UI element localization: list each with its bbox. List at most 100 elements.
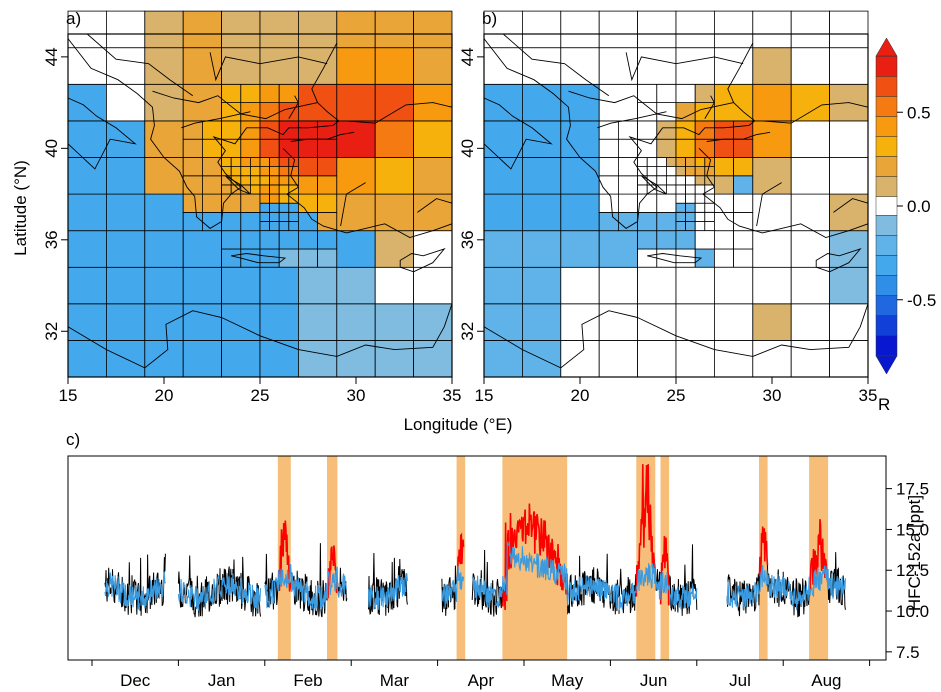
grid-cell [297, 230, 318, 250]
grid-cell [637, 248, 658, 268]
grid-cell [144, 230, 184, 268]
grid-cell [656, 138, 677, 158]
grid-cell [714, 339, 754, 378]
coastline [706, 131, 771, 142]
grid-cell [618, 175, 639, 195]
grid-cell [714, 175, 735, 195]
month-label: Jul [729, 671, 751, 690]
colorbar-tick-label: 0.5 [907, 103, 931, 122]
grid-cell [288, 202, 299, 213]
grid-cell [336, 120, 376, 158]
grid-cell [374, 120, 415, 158]
grid-cell [675, 138, 696, 158]
grid-cell [297, 175, 318, 195]
coastline [704, 95, 715, 119]
grid-cell [618, 193, 639, 213]
colorbar-band [875, 96, 898, 117]
grid-cell [413, 10, 453, 49]
grid-cell [694, 230, 715, 250]
coastline [597, 111, 667, 129]
grid-cell [221, 230, 242, 250]
grid-cell [278, 138, 299, 158]
grid-cell [67, 193, 107, 232]
grid-cell [829, 10, 869, 49]
grid-cell [714, 248, 735, 268]
modelled-line [367, 573, 408, 610]
grid-cell [259, 47, 299, 85]
grid-cell [522, 10, 562, 49]
grid-cell [269, 202, 280, 213]
grid-cell [522, 157, 562, 195]
grid-cell [106, 303, 146, 341]
coastline [346, 102, 453, 124]
grid-cell [560, 83, 600, 122]
grid-cell [317, 175, 338, 195]
x-tick-label: 15 [59, 386, 78, 405]
colorbar-max-arrow [875, 37, 898, 57]
grid-cell [598, 230, 639, 268]
grid-cell [278, 175, 290, 186]
grid-cell [278, 221, 290, 232]
grid-cell [685, 184, 696, 195]
grid-cell [221, 339, 261, 378]
grid-cell [637, 184, 648, 195]
grid-cell [560, 266, 600, 305]
event-line [659, 536, 670, 606]
grid-cell [182, 230, 222, 268]
grid-cell [317, 157, 338, 177]
grid-cell [694, 120, 715, 140]
grid-cell [259, 303, 299, 341]
coastline [181, 111, 251, 129]
colorbar-band [875, 136, 898, 157]
coastline [86, 33, 194, 97]
grid-cell [483, 339, 523, 378]
grid-cell [618, 120, 639, 140]
grid-cell [675, 166, 687, 177]
grid-cell [240, 157, 251, 168]
timeseries-frame [67, 455, 887, 661]
grid-cell [522, 47, 562, 85]
grid-cell [704, 184, 715, 195]
grid-cell [297, 266, 338, 305]
grid-cell [714, 211, 735, 232]
grid-cell [221, 83, 242, 104]
grid-cell [240, 248, 261, 268]
grid-cell [182, 10, 222, 49]
grid-cell [829, 230, 869, 268]
colorbar-band [875, 335, 898, 357]
colorbar-band [875, 196, 898, 216]
modelled-line [506, 541, 620, 609]
coastline [483, 303, 869, 369]
panel-c-label: c) [66, 430, 80, 449]
modelled-line [264, 563, 348, 611]
colorbar-tick-label: 0.0 [907, 197, 931, 216]
grid-cell [829, 157, 869, 195]
month-label: Jan [208, 671, 235, 690]
grid-cell [297, 303, 338, 341]
grid-cell [829, 193, 869, 232]
grid-cell [106, 47, 146, 85]
grid-cell [297, 339, 338, 378]
grid-cell [685, 193, 696, 204]
coastline [194, 42, 340, 229]
month-label: Feb [293, 671, 322, 690]
modelled-line [441, 566, 465, 608]
grid-cell [269, 184, 280, 195]
grid-cell [714, 303, 754, 341]
grid-cell [560, 193, 600, 232]
grid-cell [790, 157, 831, 195]
grid-cell [259, 175, 271, 186]
grid-cell [259, 339, 299, 378]
grid-cell [317, 248, 338, 268]
grid-cell [694, 202, 706, 213]
grid-cell [675, 175, 687, 186]
coastline [502, 33, 610, 97]
grid-cell [685, 211, 696, 222]
month-label: May [551, 671, 584, 690]
grid-cell [67, 83, 107, 122]
coastline [833, 198, 869, 213]
coastline [67, 38, 196, 197]
coastline [756, 182, 782, 227]
y-tick-label: 10.0 [896, 602, 929, 621]
grid-cell [560, 157, 600, 195]
